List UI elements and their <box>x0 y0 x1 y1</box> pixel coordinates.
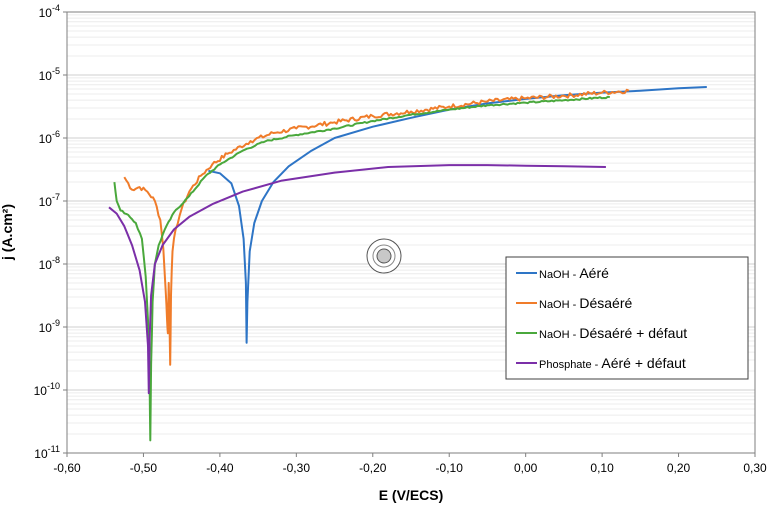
legend-label-2: NaOH - Désaéré <box>539 295 632 311</box>
y-tick-label: 10-8 <box>39 255 60 272</box>
x-tick-label: 0,20 <box>667 461 691 475</box>
x-tick-label: 0,00 <box>514 461 538 475</box>
legend-box <box>505 256 749 380</box>
data-series <box>108 86 707 442</box>
x-tick-label: 0,10 <box>590 461 614 475</box>
legend-label-1: NaOH - Aéré <box>539 265 609 281</box>
x-axis-title: E (V/ECS) <box>379 487 444 503</box>
legend-label-4: Phosphate - Aéré + défaut <box>539 355 686 371</box>
x-axis-tick-labels: -0,60 -0,50 -0,40 -0,30 -0,20 -0,10 0,00 0,10 0,… <box>53 453 767 475</box>
y-tick-label: 10-6 <box>39 129 60 146</box>
y-tick-label: 10-9 <box>39 318 60 335</box>
x-tick-label: 0,30 <box>743 461 767 475</box>
plot-area-border <box>66 11 756 454</box>
y-tick-label: 10-10 <box>34 381 60 398</box>
x-tick-label: -0,40 <box>206 461 234 475</box>
legend: NaOH - Aéré NaOH - Désaéré NaOH - Désaéré … <box>505 256 749 380</box>
x-tick-label: -0,50 <box>130 461 158 475</box>
y-tick-label: 10-7 <box>39 192 60 209</box>
legend-label-3: NaOH - Désaéré + défaut <box>539 325 687 341</box>
x-tick-label: -0,30 <box>283 461 311 475</box>
target-cursor-icon <box>366 238 402 274</box>
y-axis-tick-labels: 10-11 10-10 10-9 10-8 10-7 10-6 10-5 10-4 <box>34 3 67 461</box>
y-tick-label: 10-4 <box>39 3 60 20</box>
series-line-4 <box>108 164 606 395</box>
y-tick-label: 10-11 <box>34 444 60 461</box>
series-line-3 <box>113 95 610 442</box>
y-tick-label: 10-5 <box>39 66 60 83</box>
x-tick-label: -0,10 <box>436 461 464 475</box>
y-axis-title: j (A.cm²) <box>0 204 15 261</box>
x-tick-label: -0,60 <box>53 461 81 475</box>
x-tick-label: -0,20 <box>359 461 387 475</box>
